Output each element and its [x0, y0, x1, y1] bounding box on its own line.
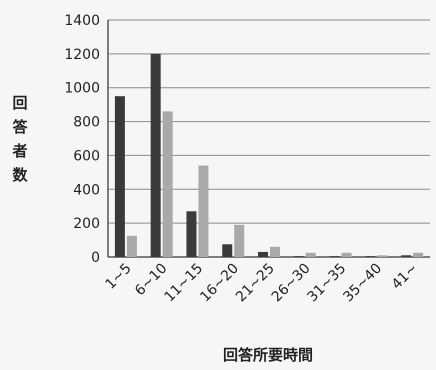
- y-tick-label: 400: [73, 182, 100, 198]
- y-tick-label: 600: [73, 148, 100, 164]
- bar-series-1: [365, 256, 376, 257]
- bar-series-2: [305, 252, 316, 257]
- y-tick-label: 800: [73, 115, 100, 131]
- y-axis-title-char: 数: [12, 166, 28, 184]
- x-axis-title: 回答所要時間: [223, 346, 313, 364]
- y-tick-label: 1400: [64, 13, 100, 29]
- x-tick-label: 35~40: [340, 261, 385, 306]
- bar-series-1: [329, 256, 340, 257]
- bar-series-1: [186, 211, 197, 257]
- y-tick-label: 0: [91, 250, 100, 266]
- y-tick-label: 1000: [64, 81, 100, 97]
- y-axis-title-char: 者: [12, 142, 27, 160]
- bar-series-1: [258, 251, 268, 257]
- bar-series-2: [413, 252, 424, 257]
- bar-series-2: [198, 165, 209, 257]
- x-tick-label: 21~25: [233, 261, 278, 306]
- bar-series-2: [234, 224, 245, 257]
- bar-series-2: [126, 235, 137, 257]
- y-tick-label: 200: [73, 216, 100, 232]
- y-axis-title-char: 答: [12, 118, 28, 136]
- x-tick-label: 31~35: [305, 261, 350, 306]
- x-tick-label: 16~20: [197, 261, 242, 306]
- bar-series-1: [401, 255, 412, 257]
- x-tick-label: 11~15: [161, 261, 206, 306]
- x-tick-label: 41~: [389, 261, 421, 293]
- bar-series-1: [222, 244, 233, 257]
- bar-series-1: [150, 53, 161, 257]
- y-axis-title-char: 回: [12, 94, 27, 112]
- bar-series-1: [114, 96, 125, 257]
- bar-series-2: [162, 111, 173, 258]
- bar-series-2: [341, 252, 352, 257]
- bar-series-1: [293, 256, 304, 257]
- bar-series-2: [270, 246, 280, 257]
- x-tick-label: 1~5: [103, 261, 135, 293]
- x-tick-label: 26~30: [269, 261, 314, 306]
- y-tick-label: 1200: [64, 47, 100, 63]
- bar-series-2: [377, 255, 388, 257]
